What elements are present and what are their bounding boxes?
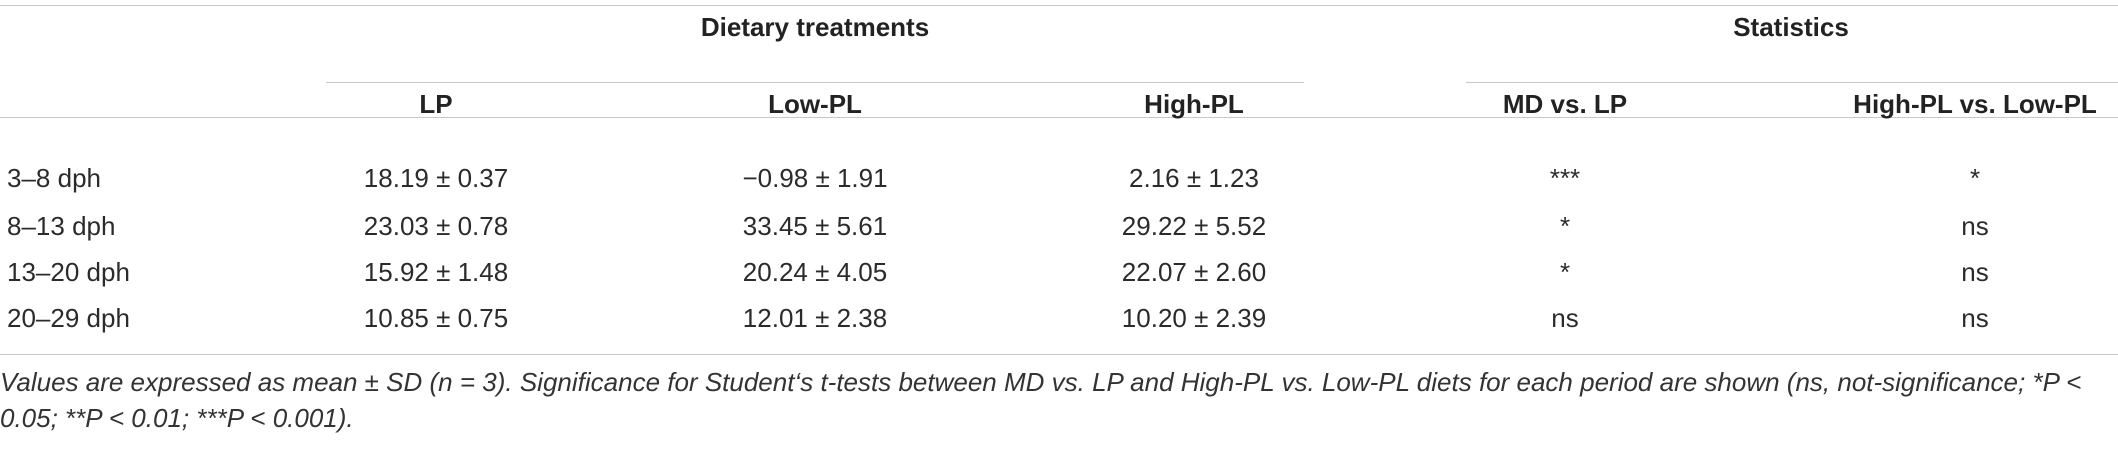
column-header-low-pl: Low-PL [768, 89, 862, 119]
cell-high-vs-low: ns [1961, 303, 1989, 333]
column-header-md-vs-lp: MD vs. LP [1502, 89, 1628, 119]
cell-lp: 23.03 ± 0.78 [363, 211, 509, 241]
cell-low-pl: 33.45 ± 5.61 [742, 211, 888, 241]
cell-high-pl: 10.20 ± 2.39 [1121, 303, 1267, 333]
row-period-label: 20–29 dph [7, 303, 130, 333]
group-header-dietary-treatments: Dietary treatments [700, 12, 930, 42]
group-header-statistics: Statistics [1733, 12, 1849, 42]
cell-high-vs-low: ns [1961, 211, 1989, 241]
cell-high-pl: 2.16 ± 1.23 [1129, 163, 1259, 193]
cell-lp: 15.92 ± 1.48 [363, 257, 509, 287]
row-period-label: 13–20 dph [7, 257, 130, 287]
cell-md-vs-lp: ns [1551, 303, 1579, 333]
cell-high-vs-low: ns [1961, 257, 1989, 287]
column-header-high-pl-vs-low-pl: High-PL vs. Low-PL [1853, 89, 2097, 119]
statistics-group-rule [1466, 82, 2118, 83]
row-period-label: 8–13 dph [7, 211, 116, 241]
row-period-label: 3–8 dph [7, 163, 101, 193]
cell-high-vs-low: * [1969, 163, 1981, 193]
table-footnote: Values are expressed as mean ± SD (n = 3… [0, 367, 2082, 433]
cell-low-pl: 12.01 ± 2.38 [742, 303, 888, 333]
cell-lp: 10.85 ± 0.75 [363, 303, 509, 333]
cell-high-pl: 22.07 ± 2.60 [1121, 257, 1267, 287]
table-top-rule [0, 5, 2118, 6]
cell-high-pl: 29.22 ± 5.52 [1121, 211, 1267, 241]
cell-low-pl: 20.24 ± 4.05 [742, 257, 888, 287]
cell-md-vs-lp: * [1559, 257, 1571, 287]
column-header-lp: LP [419, 89, 453, 119]
cell-lp: 18.19 ± 0.37 [363, 163, 509, 193]
cell-md-vs-lp: * [1559, 211, 1571, 241]
cell-low-pl: −0.98 ± 1.91 [742, 163, 888, 193]
header-bottom-rule [0, 117, 2118, 118]
table-bottom-rule [0, 354, 2118, 355]
column-header-high-pl: High-PL [1144, 89, 1244, 119]
cell-md-vs-lp: *** [1549, 163, 1581, 193]
dietary-treatments-group-rule [326, 82, 1304, 83]
